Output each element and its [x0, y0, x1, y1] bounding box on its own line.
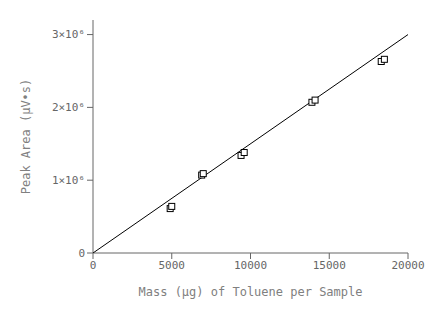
svg-text:15000: 15000	[313, 259, 346, 272]
svg-text:Mass (μg) of Toluene per Sampl: Mass (μg) of Toluene per Sample	[139, 285, 363, 299]
svg-text:2×10⁶: 2×10⁶	[52, 101, 85, 114]
svg-text:0: 0	[90, 259, 97, 272]
svg-text:Peak Area (μV•s): Peak Area (μV•s)	[19, 79, 33, 195]
svg-text:20000: 20000	[391, 259, 424, 272]
svg-text:0: 0	[78, 247, 85, 260]
svg-text:1×10⁶: 1×10⁶	[52, 174, 85, 187]
svg-text:3×10⁶: 3×10⁶	[52, 28, 85, 41]
svg-text:10000: 10000	[234, 259, 267, 272]
svg-text:5000: 5000	[159, 259, 186, 272]
